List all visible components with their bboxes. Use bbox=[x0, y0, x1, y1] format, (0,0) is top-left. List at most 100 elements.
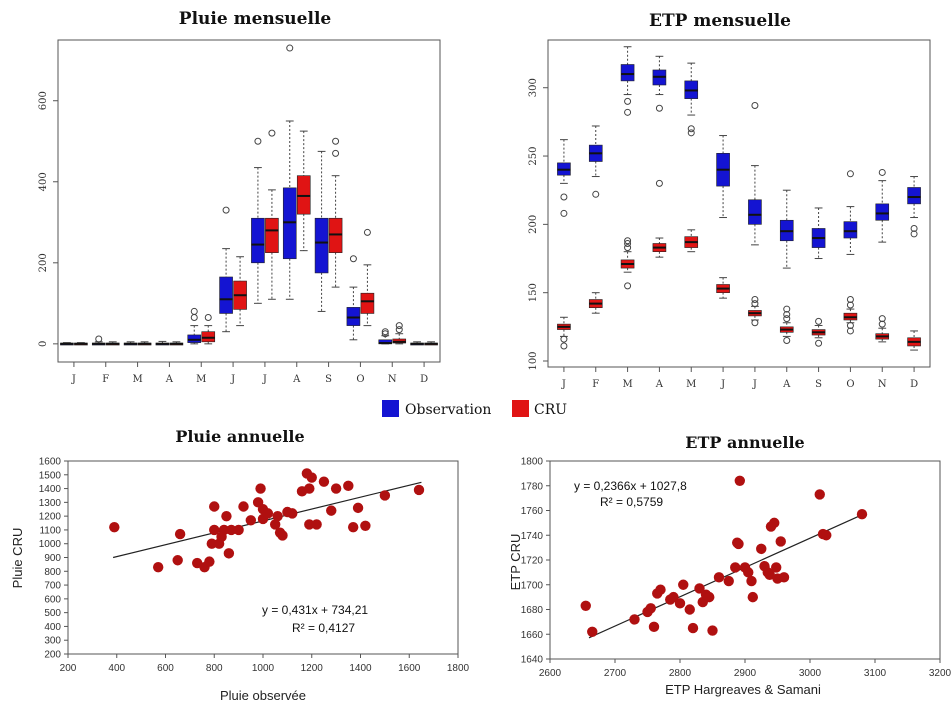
y-tick-label: 1200 bbox=[39, 512, 62, 523]
outlier-point-observation bbox=[655, 179, 663, 187]
x-tick-label: 2600 bbox=[539, 668, 562, 679]
scatter-point bbox=[226, 524, 237, 536]
chart-title-etp-annuelle: ETP annuelle bbox=[685, 433, 804, 452]
outlier-point-cru bbox=[783, 337, 791, 345]
box-observation bbox=[219, 276, 233, 314]
scatter-point bbox=[713, 572, 725, 583]
outlier-point-cru bbox=[624, 239, 632, 247]
scatter-point bbox=[277, 530, 288, 541]
outlier-point-observation bbox=[687, 125, 695, 133]
chart-pluie-annuelle: Pluie annuelle 200 400 600 800 1000 1200 1400 1… bbox=[10, 427, 470, 703]
scatter-point bbox=[209, 524, 220, 536]
y-tick-label: 250 bbox=[528, 146, 539, 165]
outlier-point-cru bbox=[332, 137, 340, 145]
chart-etp-annuelle: ETP annuelle 2600 2700 2800 2900 3000 3100 320… bbox=[508, 433, 951, 697]
chart-title-etp-mensuelle: ETP mensuelle bbox=[649, 11, 791, 31]
y-tick-label: 200 bbox=[44, 650, 61, 661]
outlier-point-cru bbox=[783, 311, 791, 319]
y-tick-label: 900 bbox=[44, 553, 61, 564]
outlier-point-cru bbox=[624, 244, 632, 252]
x-tick-label: J bbox=[720, 379, 725, 390]
y-tick-label: 1300 bbox=[39, 498, 62, 509]
scatter-point bbox=[678, 579, 689, 590]
outlier-point-cru bbox=[204, 314, 212, 322]
outlier-point-observation bbox=[655, 104, 663, 112]
x-tick-label: N bbox=[878, 379, 887, 390]
x-tick-label: A bbox=[782, 379, 791, 390]
x-tick-label: A bbox=[165, 374, 174, 385]
x-tick-label: J bbox=[752, 379, 757, 390]
x-tick-label: M bbox=[196, 374, 206, 385]
y-tick-label: 0 bbox=[38, 341, 49, 347]
box-observation bbox=[187, 334, 202, 343]
scatter-point bbox=[223, 548, 235, 559]
outlier-point-cru bbox=[846, 296, 854, 304]
y-tick-label: 300 bbox=[44, 636, 61, 647]
scatter-point bbox=[352, 502, 364, 514]
outlier-point-observation bbox=[910, 230, 918, 238]
x-tick-label: F bbox=[592, 379, 599, 390]
scatter-point bbox=[269, 519, 281, 530]
scatter-point bbox=[343, 480, 354, 492]
outlier-point-cru bbox=[815, 339, 823, 347]
outlier-point-cru bbox=[751, 319, 759, 327]
x-tick-label: 2800 bbox=[669, 668, 692, 679]
box-observation bbox=[843, 221, 858, 239]
scatter-point bbox=[734, 475, 745, 486]
scatter-point bbox=[687, 622, 699, 634]
scatter-point bbox=[318, 476, 330, 487]
outlier-point-cru bbox=[332, 149, 340, 157]
outlier-point-cru bbox=[624, 237, 632, 245]
x-tick-label: D bbox=[910, 379, 918, 390]
scatter-point bbox=[238, 501, 249, 512]
x-tick-label: S bbox=[815, 379, 822, 390]
x-tick-label: A bbox=[292, 374, 301, 385]
scatter-point bbox=[778, 572, 790, 583]
box-cru bbox=[360, 292, 375, 314]
scatter-point bbox=[152, 561, 164, 573]
scatter-point bbox=[743, 567, 754, 578]
y-axis-title-etp-annuelle: ETP CRU bbox=[508, 534, 523, 591]
x-tick-label: 800 bbox=[206, 663, 223, 674]
outlier-point-cru bbox=[751, 296, 759, 304]
scatter-point bbox=[330, 483, 342, 494]
outlier-point-cru bbox=[846, 327, 854, 335]
legend: Observation CRU bbox=[382, 400, 567, 418]
y-tick-label: 600 bbox=[44, 594, 61, 605]
y-tick-label: 1100 bbox=[39, 525, 61, 536]
x-tick-label: 600 bbox=[157, 663, 174, 674]
box-observation bbox=[875, 203, 890, 221]
box-cru bbox=[265, 217, 279, 253]
y-tick-label: 1760 bbox=[521, 506, 544, 517]
plot-area-pluie-annuelle: 200 400 600 800 1000 1200 1400 1600 1800 200 300 40… bbox=[39, 457, 470, 675]
x-tick-label: M bbox=[132, 374, 142, 385]
scatter-point bbox=[723, 575, 734, 587]
outlier-point-observation bbox=[349, 255, 357, 263]
x-tick-label: 3000 bbox=[799, 668, 822, 679]
plot-area-pluie-mensuelle: 0 200 400 600 J F M A M J J A S O N D bbox=[38, 44, 438, 385]
y-tick-label: 600 bbox=[38, 91, 49, 110]
x-tick-label: N bbox=[388, 374, 397, 385]
x-tick-label: J bbox=[230, 374, 235, 385]
scatter-point bbox=[306, 472, 317, 483]
r2-pluie-annuelle: R² = 0,4127 bbox=[292, 621, 355, 635]
y-tick-label: 200 bbox=[528, 215, 539, 234]
outlier-point-observation bbox=[846, 170, 854, 178]
x-tick-label: 3100 bbox=[864, 668, 887, 679]
box-observation bbox=[282, 187, 297, 260]
y-tick-label: 1500 bbox=[39, 470, 62, 481]
scatter-point bbox=[730, 562, 741, 573]
scatter-point bbox=[769, 517, 780, 529]
y-tick-label: 100 bbox=[528, 351, 539, 370]
scatter-point bbox=[272, 510, 283, 522]
x-tick-label: O bbox=[846, 379, 854, 390]
legend-swatch-cru bbox=[512, 400, 529, 417]
y-tick-label: 800 bbox=[44, 567, 61, 578]
scatter-point bbox=[109, 521, 120, 533]
outlier-point-cru bbox=[846, 321, 854, 329]
x-tick-label: O bbox=[356, 374, 364, 385]
r2-etp-annuelle: R² = 0,5759 bbox=[600, 495, 663, 509]
scatter-point bbox=[304, 519, 315, 530]
y-tick-label: 1680 bbox=[521, 605, 544, 616]
y-tick-label: 150 bbox=[528, 283, 539, 302]
